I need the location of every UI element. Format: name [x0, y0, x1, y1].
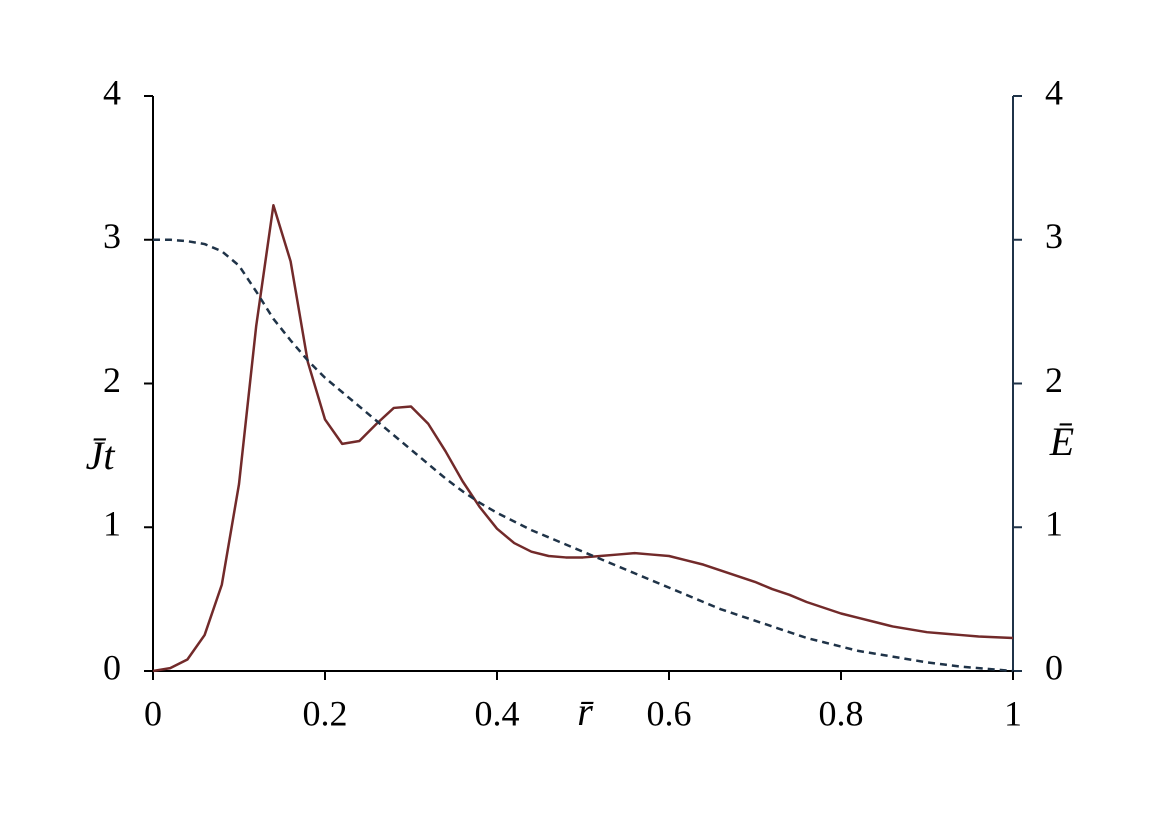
y-tick-label: 2: [103, 360, 121, 400]
y2-tick-label: 2: [1045, 360, 1063, 400]
x-axis-label: r̄: [577, 689, 594, 734]
y2-tick-label: 3: [1045, 216, 1063, 256]
x-tick-label: 1: [1004, 693, 1022, 733]
y2-tick-label: 4: [1045, 72, 1063, 112]
line-series: [152, 204, 1014, 673]
y-tick-label: 4: [103, 72, 121, 112]
x-tick-label: 0.4: [475, 693, 520, 733]
y-tick-label: 3: [103, 216, 121, 256]
x-tick-label: 0.2: [303, 693, 348, 733]
x-tick-label: 0.8: [819, 693, 864, 733]
y2-tick-label: 0: [1045, 647, 1063, 687]
y-tick-label: 1: [103, 504, 121, 544]
y-tick-label: 0: [103, 647, 121, 687]
y2-axis-label: Ē: [1049, 419, 1074, 464]
y2-tick-label: 1: [1045, 504, 1063, 544]
x-tick-label: 0.6: [647, 693, 692, 733]
x-tick-label: 0: [144, 693, 162, 733]
y-axis-label: J̄t: [86, 433, 116, 478]
line-series: [153, 238, 1014, 673]
